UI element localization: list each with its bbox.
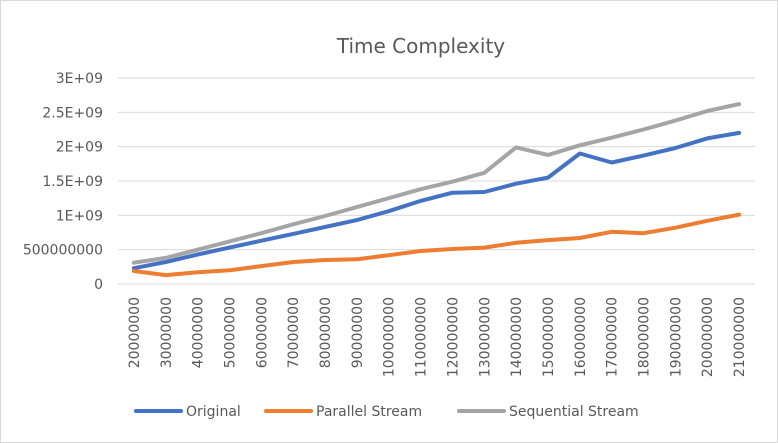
y-tick-label: 3E+09: [56, 71, 103, 87]
x-tick-label: 50000000: [222, 297, 238, 368]
gridlines: [118, 77, 755, 285]
x-tick-label: 140000000: [509, 297, 525, 377]
series-line-sequential-stream: [131, 102, 742, 265]
x-tick-label: 190000000: [668, 297, 684, 377]
x-tick-label: 120000000: [445, 297, 461, 377]
y-tick-label: 500000000: [23, 243, 103, 259]
x-tick-label: 100000000: [382, 297, 398, 377]
x-tick-label: 20000000: [127, 297, 143, 368]
x-tick-label: 70000000: [286, 297, 302, 368]
legend-label: Original: [186, 404, 241, 420]
x-tick-label: 30000000: [159, 297, 175, 368]
x-tick-label: 200000000: [700, 297, 716, 377]
y-tick-label: 2E+09: [56, 140, 103, 156]
x-tick-label: 170000000: [605, 297, 621, 377]
y-tick-label: 2.5E+09: [42, 105, 103, 121]
x-tick-label: 60000000: [254, 297, 270, 368]
x-tick-label: 210000000: [732, 297, 748, 377]
series-lines: [131, 102, 742, 278]
x-tick-label: 110000000: [414, 297, 430, 377]
series-line-parallel-stream: [131, 212, 742, 278]
x-tick-label: 90000000: [350, 297, 366, 368]
x-tick-label: 160000000: [573, 297, 589, 377]
x-tick-label: 40000000: [191, 297, 207, 368]
x-tick-label: 130000000: [477, 297, 493, 377]
x-axis-ticks: 20000000 30000000 40000000 50000000 60000000…: [127, 297, 748, 377]
x-tick-label: 180000000: [637, 297, 653, 377]
y-axis-ticks: 0 500000000 1E+09 1.5E+09 2E+09 2.5E+09 3E+09: [23, 71, 103, 293]
x-tick-label: 80000000: [318, 297, 334, 368]
legend-label: Parallel Stream: [316, 404, 422, 420]
y-tick-label: 1E+09: [56, 208, 103, 224]
legend-label: Sequential Stream: [509, 404, 639, 420]
x-tick-label: 150000000: [541, 297, 557, 377]
series-line-original: [131, 130, 742, 271]
legend: Original Parallel Stream Sequential Stream: [134, 404, 639, 420]
chart-title: Time Complexity: [336, 34, 505, 58]
y-tick-label: 0: [94, 277, 103, 293]
y-tick-label: 1.5E+09: [42, 174, 103, 190]
